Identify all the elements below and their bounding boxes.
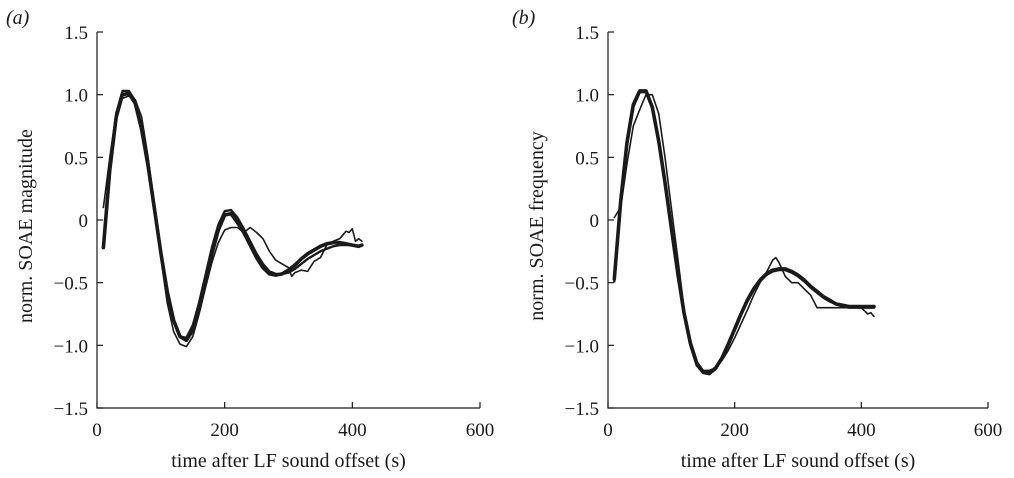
y-tick-label: 0.5 [575, 148, 599, 169]
y-tick-labels: −1.5 −1.0 −0.5 0 0.5 1.0 1.5 [565, 23, 599, 420]
panel-label: (a) [6, 7, 30, 29]
y-tick-label: −1.0 [54, 336, 88, 357]
axis-frame [607, 32, 988, 409]
y-tick-label: 1.5 [575, 23, 599, 44]
y-axis-title: norm. SOAE magnitude [15, 129, 37, 323]
x-axis-title: time after LF sound offset (s) [171, 450, 406, 472]
x-tick-label: 400 [847, 420, 876, 441]
x-axis-title: time after LF sound offset (s) [681, 450, 916, 472]
y-tick-label: 0.5 [64, 148, 88, 169]
axis-ticks [607, 31, 989, 409]
series-line [613, 93, 875, 372]
y-tick-label: 1.5 [64, 23, 88, 44]
series-line [612, 89, 876, 375]
y-tick-label: 0 [79, 211, 89, 232]
series-line [613, 91, 876, 376]
series-group [612, 89, 876, 376]
series-group [101, 89, 364, 348]
y-tick-label: −0.5 [565, 274, 599, 295]
axis-ticks [96, 31, 481, 409]
chart-panel-b: (b) −1.5 −1.0 −0.5 0 0.5 1.0 1.5 0 200 4… [512, 7, 1002, 472]
y-tick-labels: −1.5 −1.0 −0.5 0 0.5 1.0 1.5 [54, 23, 88, 420]
y-tick-label: −1.0 [565, 336, 599, 357]
y-tick-label: −0.5 [54, 274, 88, 295]
panel-label: (b) [512, 7, 536, 29]
x-tick-label: 400 [338, 420, 367, 441]
y-tick-label: 1.0 [575, 86, 599, 107]
y-axis-title: norm. SOAE frequency [526, 131, 548, 320]
x-tick-label: 0 [92, 420, 102, 441]
x-tick-labels: 0 200 400 600 [603, 420, 1002, 441]
x-tick-label: 200 [720, 420, 749, 441]
series-line [102, 95, 363, 348]
x-tick-label: 0 [603, 420, 613, 441]
x-tick-labels: 0 200 400 600 [92, 420, 494, 441]
chart-panel-a: (a) −1.5 −1.0 −0.5 0 0.5 1.0 1.5 0 200 4… [6, 7, 494, 472]
x-tick-label: 200 [210, 420, 239, 441]
y-tick-label: 1.0 [64, 86, 88, 107]
y-tick-label: −1.5 [54, 399, 88, 420]
axis-frame [96, 32, 480, 409]
x-tick-label: 600 [974, 420, 1003, 441]
x-tick-label: 600 [466, 420, 495, 441]
y-tick-label: 0 [590, 211, 600, 232]
y-tick-label: −1.5 [565, 399, 599, 420]
